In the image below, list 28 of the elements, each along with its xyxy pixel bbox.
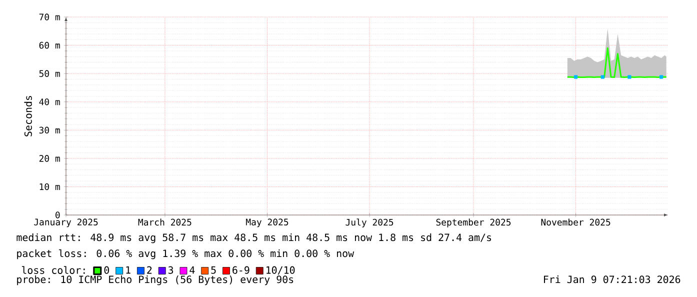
y-tick-label: 70 m — [39, 14, 60, 20]
y-tick-label: 60 m — [39, 42, 60, 49]
legend-label: 3 — [168, 266, 174, 274]
text: packet loss: 0.06 % avg 1.39 % max 0.00 % min 0.00 % now — [17, 249, 354, 260]
x-tick-label: May 2025 — [246, 218, 288, 228]
y-tick-label: 10 m — [40, 183, 60, 190]
x-tick-label: March 2025 — [138, 218, 192, 226]
text: probe: 10 ICMP Echo Pings (56 Bytes) every 90s — [17, 275, 294, 286]
text: Fri Jan 9 07:21:03 2026 — [544, 275, 680, 284]
y-tick-label: 50 m — [39, 70, 60, 77]
x-tick-label: November 2025 — [541, 218, 610, 226]
x-tick-label: July 2025 — [346, 218, 394, 228]
legend-label: 6-9 — [232, 266, 250, 274]
legend-label: 1 — [126, 266, 130, 274]
legend-label: 4 — [190, 266, 195, 274]
legend-label: 0 — [104, 266, 110, 274]
legend-title: loss color: — [22, 266, 85, 274]
y-tick-label: 0 — [56, 212, 60, 218]
x-tick-label: September 2025 — [436, 218, 511, 228]
legend-label: 2 — [147, 266, 152, 274]
y-tick-label: 40 m — [39, 98, 60, 106]
legend-label: 5 — [211, 266, 216, 274]
text: median rtt: 48.9 ms avg 58.7 ms max 48.5 ms min 48.5 ms now 1.8 ms sd 27.4 am/s — [16, 233, 492, 244]
y-axis-title: Seconds — [24, 96, 32, 136]
legend-label: 10/10 — [266, 266, 295, 275]
x-tick-label: January 2025 — [34, 218, 98, 228]
y-tick-label: 30 m — [39, 126, 60, 134]
y-tick-label: 20 m — [39, 155, 60, 162]
